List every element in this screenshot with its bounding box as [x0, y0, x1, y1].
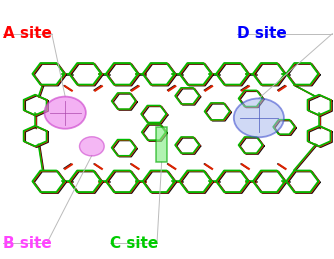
Text: D site: D site [237, 26, 287, 41]
Text: B site: B site [3, 236, 52, 251]
Circle shape [79, 137, 104, 156]
Text: C site: C site [110, 236, 158, 251]
Circle shape [234, 98, 284, 137]
Text: A site: A site [3, 26, 52, 41]
Bar [156, 127, 167, 162]
Circle shape [44, 97, 86, 129]
